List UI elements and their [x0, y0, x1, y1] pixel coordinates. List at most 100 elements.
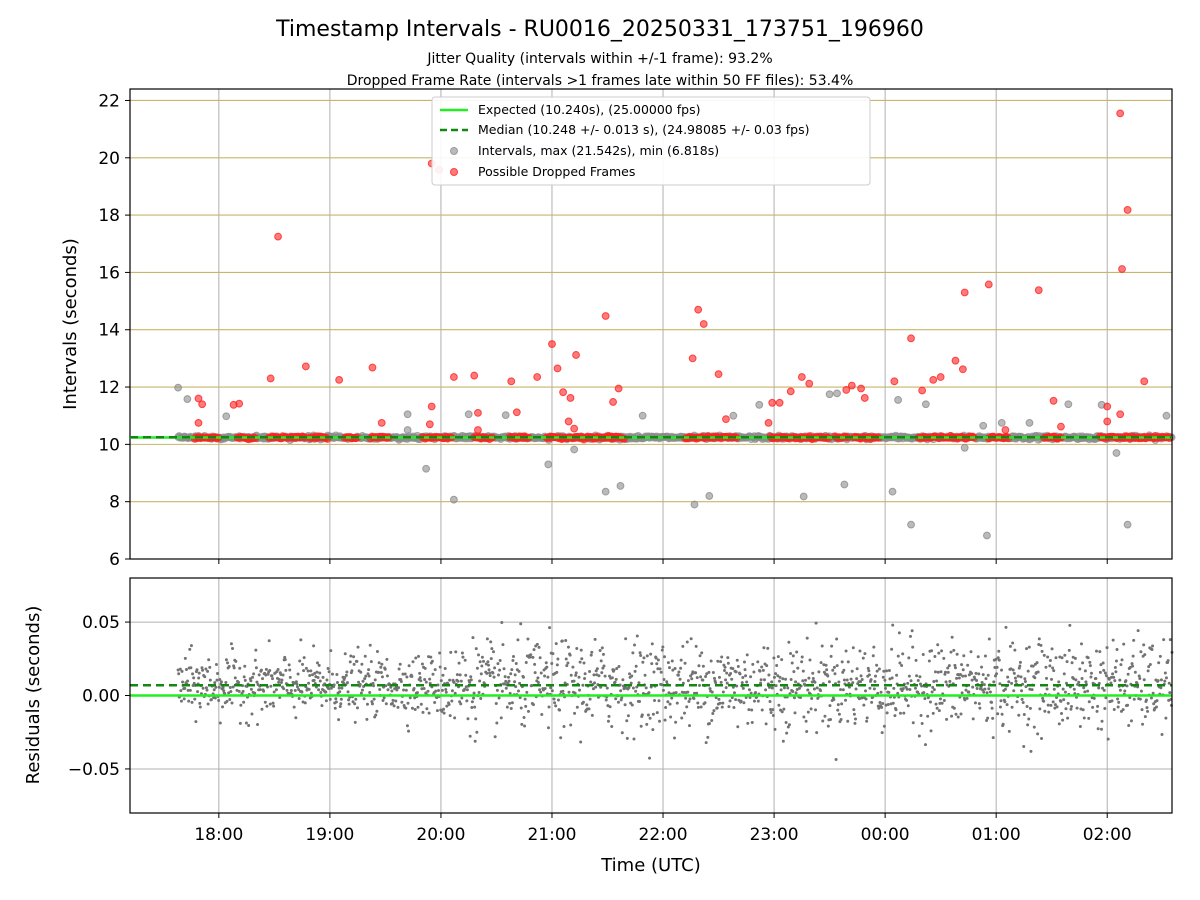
residual-point [710, 719, 714, 723]
residual-point [350, 669, 354, 673]
residual-point [1040, 649, 1044, 653]
residual-point [1016, 674, 1020, 678]
residual-point [578, 688, 582, 692]
residual-point [516, 638, 520, 642]
residual-point [215, 678, 219, 682]
residual-point [644, 686, 648, 690]
residual-point [513, 680, 517, 684]
dropped-frame-outlier-point [266, 374, 275, 383]
residual-point [268, 702, 272, 706]
dropped-frame-outlier-point [235, 399, 244, 408]
residual-point [610, 676, 614, 680]
residual-point [575, 646, 579, 650]
residual-point [760, 708, 764, 712]
residual-point [397, 686, 401, 690]
residual-point [321, 675, 325, 679]
residual-point [652, 670, 656, 674]
residual-point [238, 666, 242, 670]
residual-point [1021, 701, 1025, 705]
residual-point [696, 701, 700, 705]
residual-point [967, 673, 971, 677]
residual-point [837, 712, 841, 716]
residual-point [640, 713, 644, 717]
residual-point [460, 696, 464, 700]
residual-point [367, 668, 371, 672]
residual-point [208, 678, 212, 682]
residual-point [429, 655, 433, 659]
interval-outlier-point [449, 495, 458, 504]
residual-point [1132, 638, 1136, 642]
residual-point [995, 672, 999, 676]
residual-point [1126, 703, 1130, 707]
residual-point [1109, 675, 1113, 679]
residual-point [994, 657, 998, 661]
residual-point [1013, 676, 1017, 680]
residual-point [514, 661, 518, 665]
residual-point [981, 673, 985, 677]
dropped-frame-outlier-point [805, 379, 814, 388]
residual-point [317, 688, 321, 692]
residual-point [695, 676, 699, 680]
residual-point [465, 699, 469, 703]
residual-point [563, 681, 567, 685]
residual-point [205, 688, 209, 692]
residual-point [707, 721, 711, 725]
residual-point [358, 682, 362, 686]
residual-point [1011, 668, 1015, 672]
residual-point [954, 712, 958, 716]
residual-point [938, 697, 942, 701]
residuals-points [176, 620, 1174, 761]
residual-point [791, 654, 795, 658]
residual-point [231, 646, 235, 650]
residual-point [1079, 642, 1083, 646]
residual-point [532, 648, 536, 652]
residual-point [727, 705, 731, 709]
residual-point [1158, 654, 1162, 658]
residual-point [996, 656, 1000, 660]
residual-point [633, 669, 637, 673]
residual-point [1041, 696, 1045, 700]
residual-point [1088, 660, 1092, 664]
residual-point [850, 669, 854, 673]
residual-point [510, 701, 514, 705]
residual-point [679, 658, 683, 662]
residual-point [404, 688, 408, 692]
residual-point [1167, 698, 1171, 702]
residual-point [537, 645, 541, 649]
residual-point [1096, 727, 1100, 731]
residual-point [875, 669, 879, 673]
residuals-y-tick-label: −0.05 [68, 760, 120, 780]
intervals-panel: 6 8 10 12 14 16 18 20 22 Intervals (seconds) Exp… [60, 88, 1176, 570]
residual-point [504, 686, 508, 690]
residual-point [448, 678, 452, 682]
residual-point [1028, 706, 1032, 710]
residual-point [363, 677, 367, 681]
interval-outlier-point [174, 383, 183, 392]
residual-point [626, 714, 630, 718]
residual-point [254, 666, 258, 670]
residual-point [490, 647, 494, 651]
residual-point [742, 701, 746, 705]
residual-point [728, 699, 732, 703]
residual-point [834, 757, 838, 761]
residual-point [1114, 670, 1118, 674]
residual-point [480, 655, 484, 659]
residual-point [1075, 706, 1079, 710]
residual-point [438, 651, 442, 655]
residual-point [901, 687, 905, 691]
dropped-frame-outlier-point [699, 320, 708, 328]
residual-point [784, 677, 788, 681]
residual-point [200, 666, 204, 670]
residual-point [370, 702, 374, 706]
interval-outlier-point [570, 445, 579, 454]
intervals-y-tick-label: 12 [98, 378, 120, 398]
residual-point [310, 673, 314, 677]
residual-point [296, 672, 300, 676]
residual-point [502, 667, 506, 671]
residual-point [217, 685, 221, 689]
residual-point [253, 658, 257, 662]
residual-point [760, 665, 764, 669]
residual-point [506, 675, 510, 679]
residual-point [754, 690, 758, 694]
residual-point [639, 654, 643, 658]
